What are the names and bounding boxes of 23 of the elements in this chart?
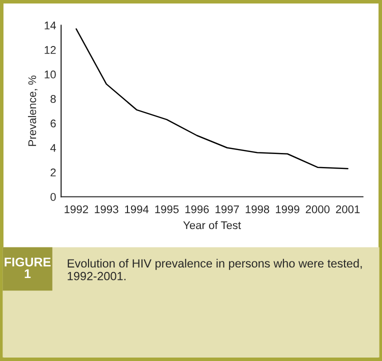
x-tick-label: 1998	[246, 205, 270, 214]
x-tick-label: 1994	[125, 205, 149, 214]
x-tick-label: 1992	[64, 205, 88, 214]
y-tick-label: 12	[44, 46, 56, 54]
caption: FIGURE 1	[4, 258, 51, 278]
y-tick-label: 10	[44, 70, 56, 78]
x-tick-label: 1996	[185, 205, 209, 214]
y-axis-title: Prevalence, %	[28, 76, 38, 146]
line-series	[76, 28, 348, 170]
y-tick-label: 14	[44, 22, 56, 30]
x-tick-label: 1993	[94, 205, 118, 214]
y-tick-label: 0	[50, 193, 56, 201]
x-tick-label: 2001	[336, 205, 360, 214]
y-tick-label: 2	[50, 168, 56, 176]
y-tick-label: 4	[50, 144, 56, 152]
text: Evolution of HIV prevalence in persons who were tested, 1992-2001.	[68, 258, 362, 280]
y-tick-label: 8	[50, 95, 56, 103]
x-axis-title: Year of Test	[183, 221, 241, 230]
x-tick-label: 1997	[216, 205, 239, 214]
x-tick-label: 1995	[155, 205, 179, 214]
x-tick-label: 1999	[276, 205, 300, 214]
x-tick-label: 2000	[306, 205, 330, 214]
y-tick-label: 6	[50, 120, 56, 128]
